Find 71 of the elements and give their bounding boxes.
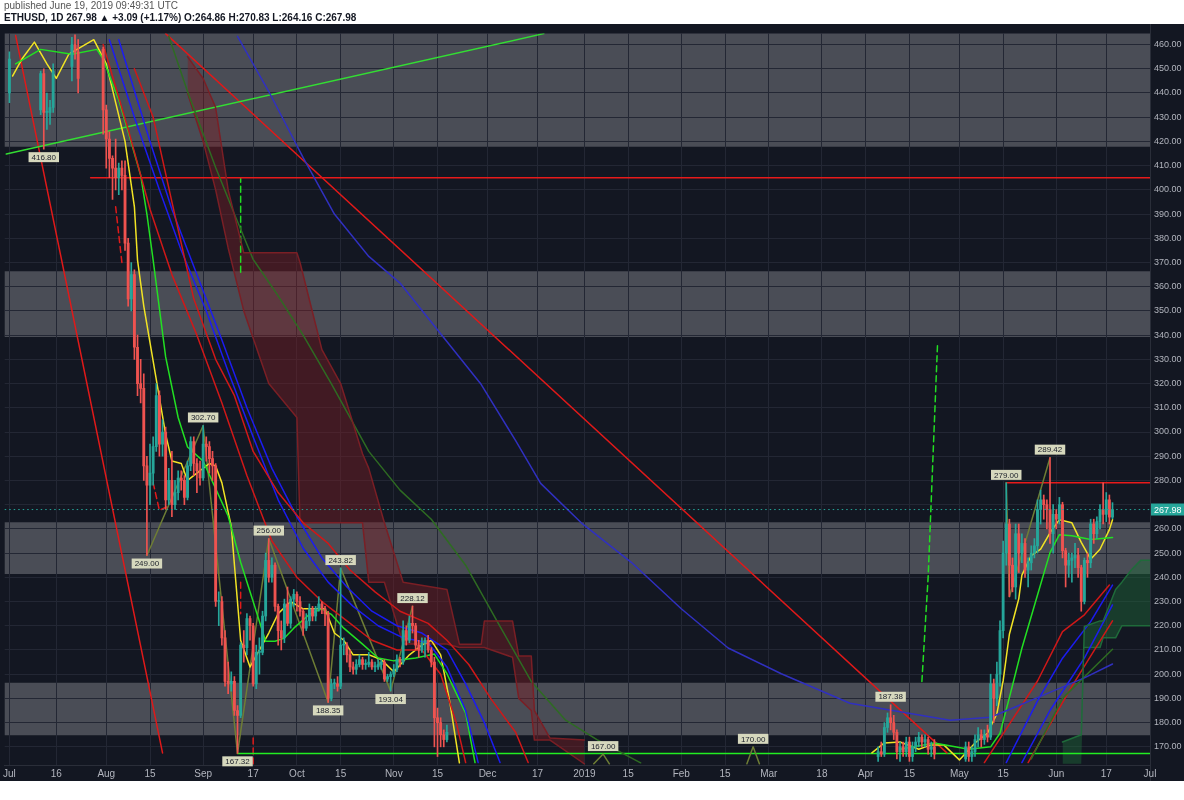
x-tick-label: Jul xyxy=(1143,767,1157,779)
ref-line-label: 267.98 xyxy=(1154,504,1182,515)
x-tick-label: 15 xyxy=(144,767,157,779)
y-tick-label: 310.00 xyxy=(1154,402,1182,413)
y-tick-label: 430.00 xyxy=(1154,111,1182,122)
x-tick-label: 15 xyxy=(335,767,347,779)
x-tick-label: May xyxy=(949,767,969,779)
y-tick-label: 340.00 xyxy=(1154,329,1182,340)
x-tick-label: 15 xyxy=(997,767,1010,779)
y-tick-label: 180.00 xyxy=(1154,717,1182,728)
annotation: 193.04 xyxy=(378,694,404,704)
annotation: 187.38 xyxy=(878,692,904,702)
x-tick-label: 18 xyxy=(816,767,828,779)
y-tick-label: 350.00 xyxy=(1154,305,1182,316)
annotation: 416.80 xyxy=(31,152,57,162)
annotation: 243.82 xyxy=(328,555,354,565)
x-tick-label: Apr xyxy=(857,767,875,779)
y-tick-label: 210.00 xyxy=(1154,644,1182,655)
x-tick-label: Nov xyxy=(384,767,403,779)
y-tick-label: 230.00 xyxy=(1154,596,1182,607)
x-tick-label: 17 xyxy=(247,767,260,779)
x-tick-label: Dec xyxy=(478,767,497,779)
annotation: 249.00 xyxy=(134,559,160,569)
y-tick-label: 320.00 xyxy=(1154,378,1182,389)
annotation: 228.12 xyxy=(400,593,426,603)
y-tick-label: 300.00 xyxy=(1154,426,1182,437)
x-tick-label: 17 xyxy=(531,767,544,779)
y-tick-label: 420.00 xyxy=(1154,135,1182,146)
y-tick-label: 330.00 xyxy=(1154,353,1182,364)
annotation: 167.00 xyxy=(590,741,616,751)
x-tick-label: Jul xyxy=(3,767,16,779)
y-tick-label: 220.00 xyxy=(1154,620,1182,631)
y-tick-label: 400.00 xyxy=(1154,184,1182,195)
y-tick-label: 280.00 xyxy=(1154,474,1182,485)
y-tick-label: 370.00 xyxy=(1154,256,1182,267)
x-tick-label: 16 xyxy=(50,767,63,779)
x-tick-label: 15 xyxy=(622,767,635,779)
x-tick-label: 17 xyxy=(1100,767,1113,779)
annotation: 279.00 xyxy=(994,470,1020,480)
y-tick-label: 170.00 xyxy=(1154,741,1182,752)
chart-title: ETHUSD, 1D 267.98 ▲ +3.09 (+1.17%) O:264.86 H:270.83 L:264.16 C:267.98 xyxy=(4,12,357,24)
x-tick-label: Sep xyxy=(194,767,213,779)
x-tick-label: Feb xyxy=(672,767,691,779)
y-tick-label: 450.00 xyxy=(1154,63,1182,74)
x-tick-label: Jun xyxy=(1048,767,1065,779)
annotation: 188.35 xyxy=(315,706,341,716)
y-tick-label: 360.00 xyxy=(1154,281,1182,292)
y-tick-label: 290.00 xyxy=(1154,450,1182,461)
annotation: 302.70 xyxy=(190,413,216,423)
y-tick-label: 410.00 xyxy=(1154,160,1182,171)
annotation: 256.00 xyxy=(256,526,282,536)
x-tick-label: 15 xyxy=(903,767,916,779)
x-tick-label: 15 xyxy=(431,767,444,779)
x-tick-label: Mar xyxy=(760,767,779,779)
y-tick-label: 250.00 xyxy=(1154,547,1182,558)
x-tick-label: 2019 xyxy=(573,767,596,779)
annotation: 289.42 xyxy=(1037,445,1063,455)
x-tick-label: Aug xyxy=(97,767,116,779)
y-tick-label: 380.00 xyxy=(1154,232,1182,243)
y-tick-label: 460.00 xyxy=(1154,39,1182,50)
annotation: 170.00 xyxy=(740,734,766,744)
y-tick-label: 390.00 xyxy=(1154,208,1182,219)
y-tick-label: 240.00 xyxy=(1154,571,1182,582)
y-tick-label: 440.00 xyxy=(1154,87,1182,98)
y-tick-label: 200.00 xyxy=(1154,668,1182,679)
x-tick-label: Oct xyxy=(289,767,305,779)
annotation: 167.32 xyxy=(225,757,251,767)
y-tick-label: 260.00 xyxy=(1154,523,1182,534)
x-tick-label: 15 xyxy=(719,767,732,779)
text: published June 19, 2019 09:49:31 UTC xyxy=(4,0,179,12)
y-tick-label: 190.00 xyxy=(1154,692,1182,703)
